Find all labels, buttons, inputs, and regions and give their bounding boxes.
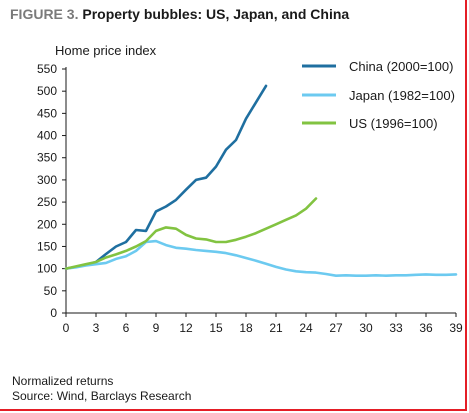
y-tick-label: 350 xyxy=(37,151,57,165)
figure-notes: Normalized returns Source: Wind, Barclay… xyxy=(12,374,191,404)
y-tick-label: 450 xyxy=(37,106,57,120)
x-tick-label: 36 xyxy=(419,321,433,335)
series-line-0 xyxy=(64,84,268,270)
y-tick-label: 150 xyxy=(37,239,57,253)
x-tick-label: 0 xyxy=(63,321,70,335)
x-tick-label: 3 xyxy=(93,321,100,335)
y-tick-label: 0 xyxy=(50,306,57,320)
x-tick-label: 6 xyxy=(123,321,130,335)
note-normalized: Normalized returns xyxy=(12,374,114,388)
note-source: Source: Wind, Barclays Research xyxy=(12,389,192,403)
x-tick-label: 30 xyxy=(359,321,373,335)
y-tick-label: 50 xyxy=(44,284,58,298)
y-tick-label: 200 xyxy=(37,217,57,231)
y-tick-label: 500 xyxy=(37,84,57,98)
x-tick-label: 39 xyxy=(449,321,463,335)
legend-label-1: Japan (1982=100) xyxy=(349,88,455,103)
y-axis-label: Home price index xyxy=(55,43,157,58)
figure-title: FIGURE 3. Property bubbles: US, Japan, a… xyxy=(10,6,349,22)
y-tick-label: 550 xyxy=(37,62,57,76)
x-tick-label: 33 xyxy=(389,321,403,335)
x-tick-label: 12 xyxy=(179,321,193,335)
x-tick-label: 27 xyxy=(329,321,343,335)
x-tick-label: 15 xyxy=(209,321,223,335)
y-tick-label: 100 xyxy=(37,262,57,276)
x-tick-label: 18 xyxy=(239,321,253,335)
legend-label-0: China (2000=100) xyxy=(349,59,453,74)
legend-label-2: US (1996=100) xyxy=(349,116,438,131)
series-line-2 xyxy=(64,197,318,270)
y-tick-label: 250 xyxy=(37,195,57,209)
series-line-1 xyxy=(64,239,458,278)
x-tick-label: 21 xyxy=(269,321,283,335)
x-tick-label: 24 xyxy=(299,321,313,335)
figure-number: FIGURE 3. xyxy=(10,6,79,22)
x-tick-label: 9 xyxy=(153,321,160,335)
y-tick-label: 300 xyxy=(37,173,57,187)
figure-title-text: Property bubbles: US, Japan, and China xyxy=(82,6,350,22)
y-tick-label: 400 xyxy=(37,129,57,143)
